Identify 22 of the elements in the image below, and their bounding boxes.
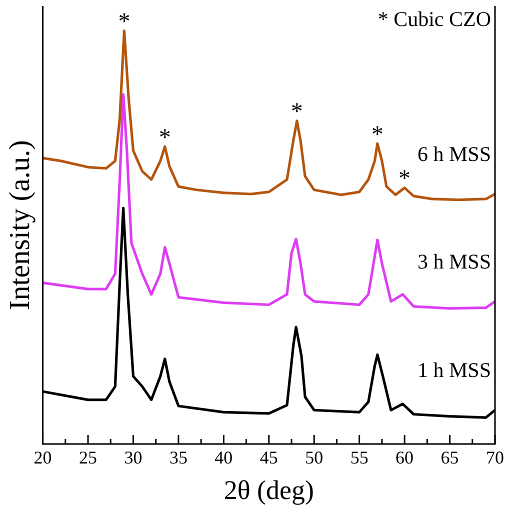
y-axis-title: Intensity (a.u.) (4, 140, 36, 310)
annotation: * (371, 122, 384, 148)
x-tick-label: 25 (79, 448, 98, 468)
x-tick-label: 30 (124, 448, 142, 468)
annotation: * (398, 166, 411, 192)
x-axis-title: 2θ (deg) (224, 474, 314, 505)
x-tick-label: 50 (305, 448, 324, 468)
x-tick-label: 60 (396, 448, 414, 468)
series-label: 6 h MSS (417, 142, 491, 166)
x-tick-label: 35 (169, 448, 188, 468)
annotation: * (158, 124, 171, 151)
x-tick-label: 70 (486, 448, 504, 468)
x-tick-label: 55 (350, 448, 368, 468)
annotation: * Cubic CZO (378, 7, 491, 32)
series-label: 1 h MSS (417, 358, 491, 382)
x-tick-label: 65 (440, 448, 459, 468)
series-label: 3 h MSS (417, 249, 491, 274)
x-tick-label: 20 (34, 448, 52, 468)
x-tick-label: 40 (214, 448, 233, 468)
annotation: * (118, 9, 130, 36)
x-tick-label: 45 (260, 448, 278, 468)
annotation: * (290, 99, 303, 126)
